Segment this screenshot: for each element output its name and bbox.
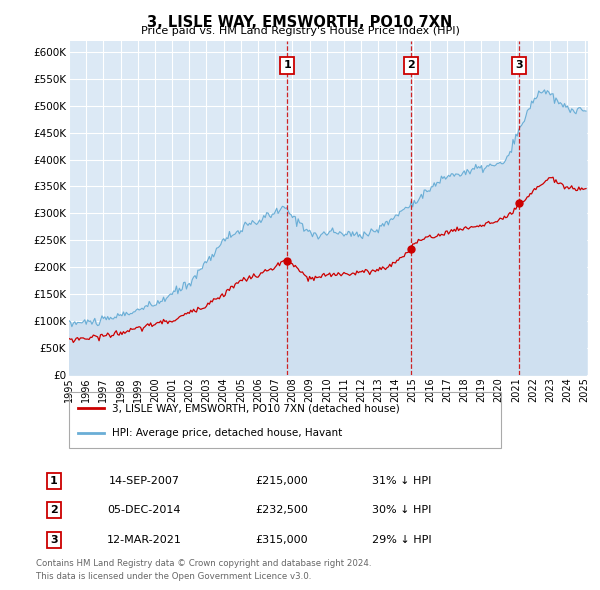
Text: 05-DEC-2014: 05-DEC-2014 bbox=[107, 506, 181, 515]
Text: Price paid vs. HM Land Registry's House Price Index (HPI): Price paid vs. HM Land Registry's House … bbox=[140, 26, 460, 36]
Text: This data is licensed under the Open Government Licence v3.0.: This data is licensed under the Open Gov… bbox=[36, 572, 311, 581]
Text: £315,000: £315,000 bbox=[256, 535, 308, 545]
Text: 3: 3 bbox=[515, 61, 523, 70]
Text: 12-MAR-2021: 12-MAR-2021 bbox=[107, 535, 181, 545]
Text: 30% ↓ HPI: 30% ↓ HPI bbox=[373, 506, 431, 515]
Text: 3, LISLE WAY, EMSWORTH, PO10 7XN: 3, LISLE WAY, EMSWORTH, PO10 7XN bbox=[148, 15, 452, 30]
Text: 2: 2 bbox=[407, 61, 415, 70]
Text: 2: 2 bbox=[50, 506, 58, 515]
Text: HPI: Average price, detached house, Havant: HPI: Average price, detached house, Hava… bbox=[112, 428, 343, 438]
Text: 14-SEP-2007: 14-SEP-2007 bbox=[109, 476, 179, 486]
Text: 3, LISLE WAY, EMSWORTH, PO10 7XN (detached house): 3, LISLE WAY, EMSWORTH, PO10 7XN (detach… bbox=[112, 403, 400, 413]
Text: 29% ↓ HPI: 29% ↓ HPI bbox=[372, 535, 432, 545]
Text: 1: 1 bbox=[284, 61, 292, 70]
Text: 31% ↓ HPI: 31% ↓ HPI bbox=[373, 476, 431, 486]
Text: 1: 1 bbox=[50, 476, 58, 486]
Text: Contains HM Land Registry data © Crown copyright and database right 2024.: Contains HM Land Registry data © Crown c… bbox=[36, 559, 371, 568]
Text: 3: 3 bbox=[50, 535, 58, 545]
Text: £215,000: £215,000 bbox=[256, 476, 308, 486]
Text: £232,500: £232,500 bbox=[256, 506, 308, 515]
